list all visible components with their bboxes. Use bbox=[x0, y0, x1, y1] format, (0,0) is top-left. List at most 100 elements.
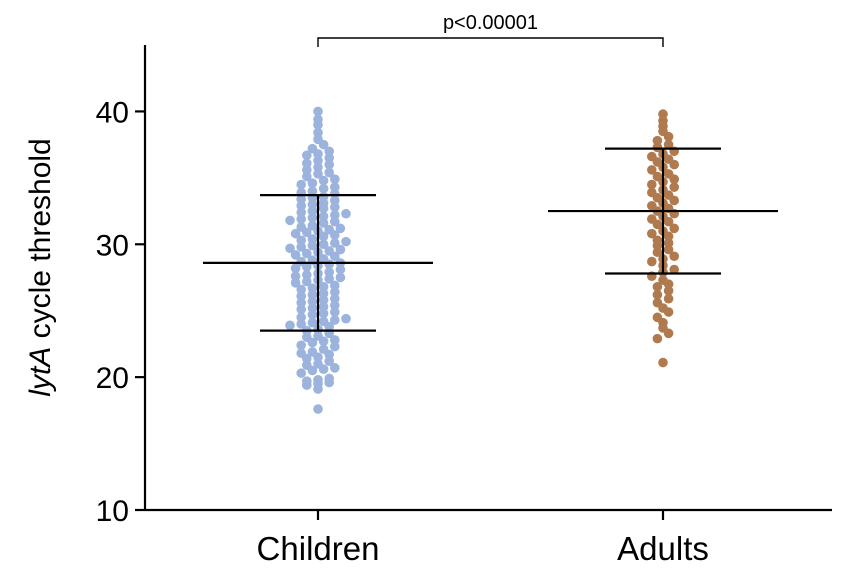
data-point bbox=[313, 106, 323, 117]
data-point bbox=[669, 251, 679, 262]
x-axis: Children Adults bbox=[145, 508, 832, 567]
data-point bbox=[669, 195, 679, 206]
data-point bbox=[302, 262, 312, 272]
data-point bbox=[296, 179, 307, 190]
data-point bbox=[285, 243, 295, 254]
data-point bbox=[318, 218, 329, 228]
data-point bbox=[313, 155, 323, 166]
data-point bbox=[330, 251, 340, 262]
data-point bbox=[302, 248, 312, 259]
data-point bbox=[652, 240, 663, 251]
data-point bbox=[290, 278, 301, 288]
data-points bbox=[285, 106, 679, 414]
data-point bbox=[290, 263, 301, 274]
data-point bbox=[318, 364, 329, 374]
y-tick-label: 30 bbox=[96, 229, 129, 262]
data-point bbox=[296, 200, 307, 211]
data-point bbox=[647, 256, 657, 267]
data-point bbox=[313, 149, 323, 159]
data-point bbox=[324, 274, 335, 284]
data-point bbox=[341, 313, 351, 324]
data-point bbox=[307, 337, 318, 348]
data-point bbox=[302, 158, 312, 169]
data-point bbox=[318, 336, 329, 347]
data-point bbox=[663, 216, 674, 227]
data-point bbox=[307, 303, 318, 313]
y-tick-label: 10 bbox=[96, 495, 129, 528]
x-category-label: Children bbox=[257, 530, 380, 567]
data-point bbox=[318, 231, 329, 242]
data-point bbox=[669, 159, 679, 170]
data-point bbox=[296, 291, 307, 301]
data-point bbox=[296, 304, 307, 315]
data-point bbox=[324, 167, 335, 178]
data-point bbox=[669, 174, 679, 184]
data-point bbox=[318, 301, 329, 312]
data-point bbox=[341, 208, 351, 219]
data-point bbox=[296, 284, 307, 295]
data-point bbox=[669, 264, 679, 275]
data-point bbox=[324, 356, 335, 367]
data-point bbox=[669, 182, 679, 192]
data-point bbox=[318, 295, 329, 305]
data-point bbox=[324, 377, 335, 388]
data-point bbox=[663, 293, 674, 304]
data-point bbox=[313, 169, 323, 179]
data-point bbox=[313, 404, 323, 414]
data-point bbox=[302, 227, 312, 238]
data-point bbox=[318, 282, 329, 292]
data-point bbox=[330, 315, 340, 325]
data-point bbox=[318, 239, 329, 250]
y-tick-label: 40 bbox=[96, 96, 129, 129]
data-point bbox=[318, 175, 329, 186]
data-point bbox=[330, 216, 340, 227]
data-point bbox=[302, 276, 312, 287]
data-point bbox=[663, 307, 674, 317]
data-point bbox=[307, 234, 318, 244]
data-point bbox=[658, 109, 668, 119]
data-point bbox=[302, 165, 312, 175]
data-point bbox=[296, 297, 307, 308]
data-point bbox=[330, 174, 340, 184]
data-point bbox=[307, 365, 318, 376]
data-point bbox=[647, 179, 657, 190]
data-point bbox=[296, 194, 307, 204]
data-point bbox=[324, 267, 335, 277]
data-point bbox=[335, 264, 346, 275]
data-point bbox=[330, 287, 340, 297]
data-point bbox=[663, 285, 674, 296]
data-point bbox=[290, 228, 301, 239]
data-point bbox=[290, 271, 301, 281]
data-point bbox=[663, 279, 674, 289]
data-point bbox=[335, 244, 346, 255]
data-point bbox=[652, 289, 663, 300]
data-point bbox=[318, 288, 329, 299]
data-point bbox=[335, 272, 346, 283]
data-point bbox=[307, 212, 318, 223]
data-point bbox=[330, 182, 340, 192]
data-point bbox=[318, 211, 329, 222]
data-point bbox=[313, 352, 323, 363]
data-point bbox=[307, 283, 318, 293]
data-point bbox=[324, 153, 335, 163]
data-point bbox=[285, 215, 295, 226]
data-point bbox=[313, 384, 323, 394]
data-point bbox=[341, 236, 351, 247]
data-point bbox=[647, 228, 657, 239]
data-point bbox=[330, 210, 340, 220]
data-point bbox=[330, 202, 340, 212]
data-point bbox=[318, 308, 329, 319]
data-point bbox=[663, 131, 674, 142]
data-point bbox=[302, 380, 312, 390]
data-point bbox=[324, 349, 335, 360]
data-point bbox=[296, 214, 307, 224]
data-point bbox=[296, 235, 307, 246]
data-point bbox=[296, 368, 307, 378]
data-point bbox=[313, 127, 323, 138]
data-point bbox=[307, 178, 318, 188]
data-point bbox=[330, 280, 340, 291]
data-point bbox=[647, 165, 657, 175]
data-point bbox=[663, 328, 674, 339]
data-point bbox=[330, 307, 340, 317]
